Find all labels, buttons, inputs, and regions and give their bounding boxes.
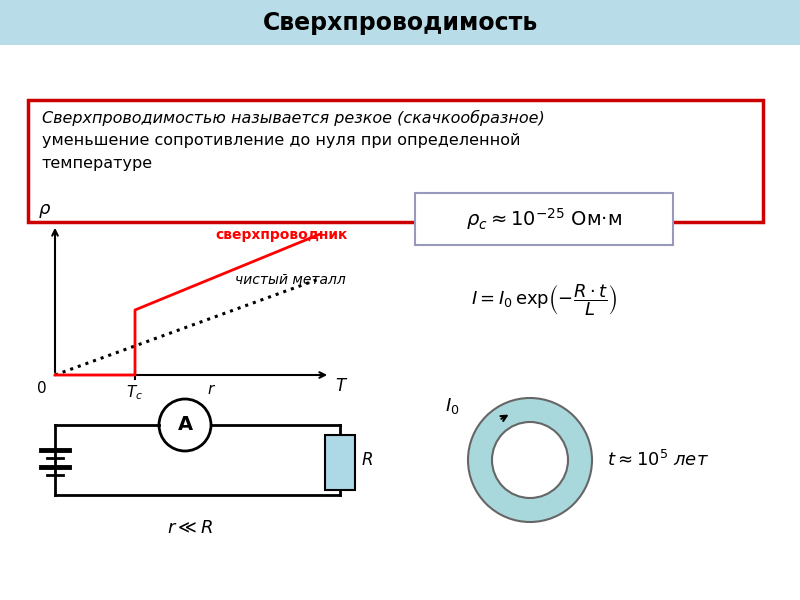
Text: R: R bbox=[362, 451, 374, 469]
Text: температуре: температуре bbox=[42, 156, 153, 171]
Text: $I_0$: $I_0$ bbox=[446, 396, 460, 416]
Text: Сверхпроводимость: Сверхпроводимость bbox=[262, 11, 538, 35]
Text: $r \ll R$: $r \ll R$ bbox=[167, 519, 213, 537]
Text: сверхпроводник: сверхпроводник bbox=[215, 228, 347, 242]
Circle shape bbox=[492, 422, 568, 498]
Text: $T_c$: $T_c$ bbox=[126, 383, 143, 402]
Text: $\boldsymbol{\rho_c} \approx 10^{-25}$ Ом·м: $\boldsymbol{\rho_c} \approx 10^{-25}$ О… bbox=[466, 206, 622, 232]
Text: $0$: $0$ bbox=[36, 380, 47, 396]
Bar bbox=[325, 435, 355, 490]
Text: $T$: $T$ bbox=[335, 377, 348, 395]
Text: уменьшение сопротивление до нуля при определенной: уменьшение сопротивление до нуля при опр… bbox=[42, 133, 521, 148]
Text: $I = I_0\,\exp\!\left(-\dfrac{R \cdot t}{L}\right)$: $I = I_0\,\exp\!\left(-\dfrac{R \cdot t}… bbox=[470, 282, 618, 318]
Circle shape bbox=[468, 398, 592, 522]
Bar bbox=[28, 100, 763, 222]
Text: $\rho$: $\rho$ bbox=[38, 202, 52, 220]
Text: $t \approx 10^5$ лет: $t \approx 10^5$ лет bbox=[607, 450, 709, 470]
Text: чистый металл: чистый металл bbox=[235, 273, 346, 287]
Bar bbox=[0, 0, 800, 45]
Bar bbox=[415, 193, 673, 245]
Text: A: A bbox=[178, 415, 193, 434]
Text: r: r bbox=[207, 382, 214, 397]
Text: Сверхпроводимостью называется резкое (скачкообразное): Сверхпроводимостью называется резкое (ск… bbox=[42, 110, 545, 126]
